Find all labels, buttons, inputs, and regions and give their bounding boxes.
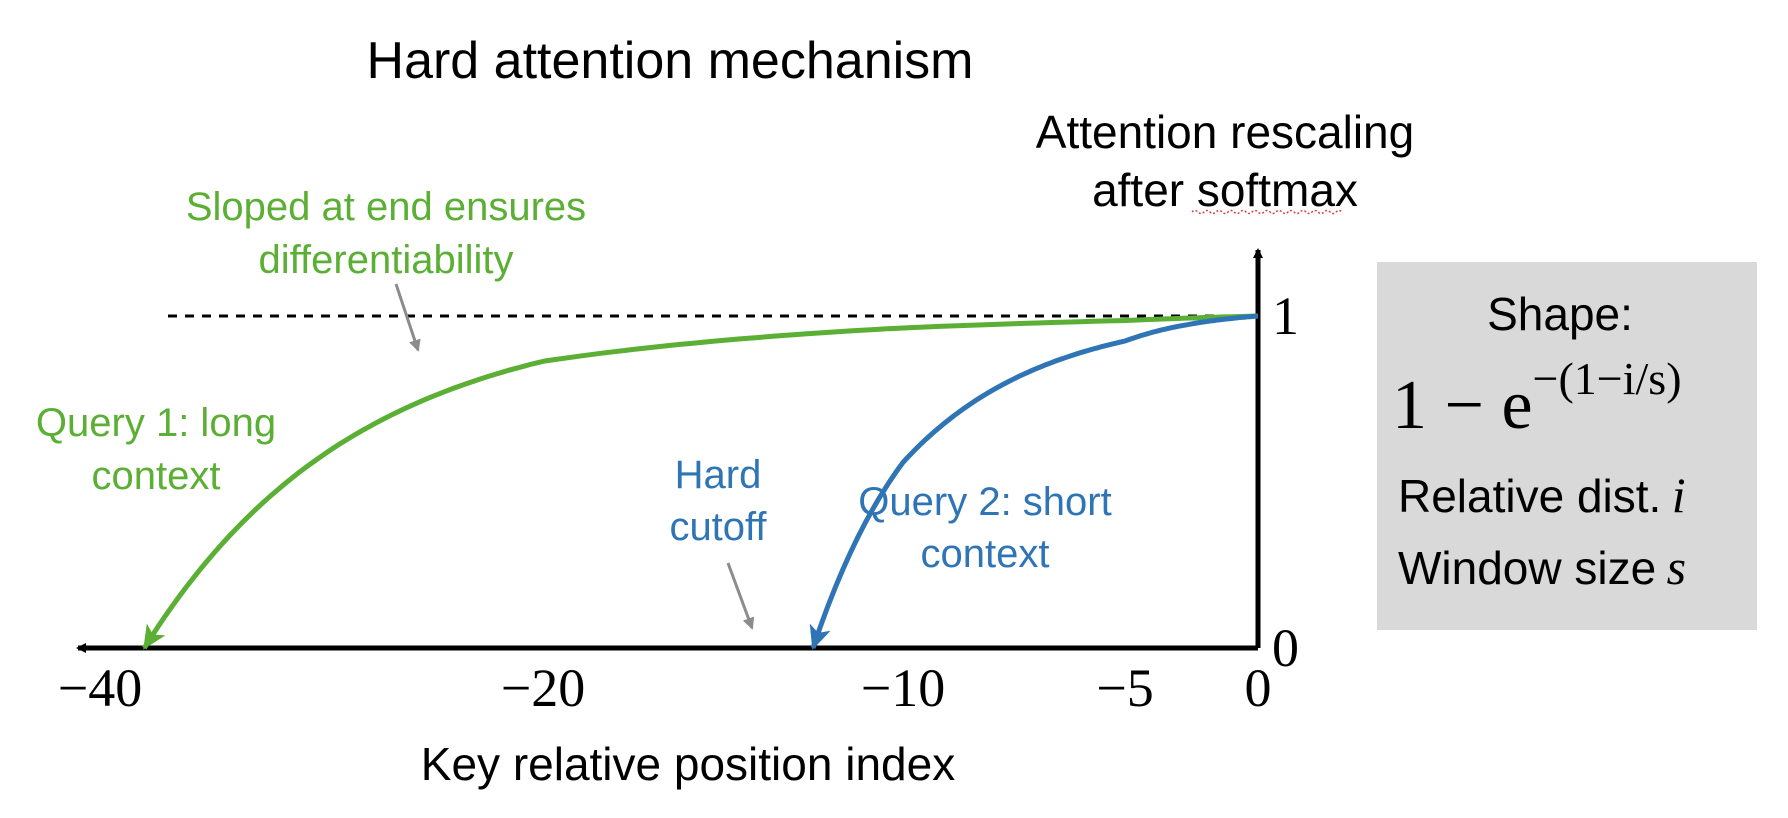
formula-var1: Relative dist. i (1398, 467, 1686, 523)
annotation-sloped-line1: Sloped at end ensures (186, 185, 586, 229)
formula-expression: 1 − e−(1−i/s) (1392, 353, 1682, 444)
x-tick-label: −10 (861, 658, 945, 718)
annotation-query1-line2: context (92, 454, 221, 498)
formula-heading: Shape: (1487, 288, 1633, 340)
formula-base: 1 − e (1392, 367, 1533, 444)
formula-box: Shape: 1 − e−(1−i/s) Relative dist. i Wi… (1377, 262, 1757, 630)
formula-var1-label: Relative dist. (1398, 470, 1661, 522)
formula-exponent: −(1−i/s) (1533, 353, 1682, 404)
series-query2-curve (809, 313, 1259, 650)
annotation-hard-cutoff-line1: Hard (675, 453, 762, 497)
formula-var1-symbol: i (1672, 467, 1686, 523)
x-tick-label: −5 (1096, 658, 1153, 718)
x-axis-label: Key relative position index (421, 738, 955, 790)
y-tick-label: 0 (1272, 618, 1299, 678)
annotation-hard-cutoff-line2: cutoff (669, 505, 767, 549)
annotation-sloped-arrow (394, 283, 421, 352)
annotation-hard-cutoff-arrow (726, 562, 755, 630)
series-query1-curve (142, 313, 1259, 650)
x-tick-label: −20 (501, 658, 585, 718)
y-axis-label-line2: after softmax (1092, 164, 1358, 216)
x-tick-label: −40 (58, 658, 142, 718)
y-tick-label: 1 (1272, 286, 1299, 346)
annotation-query2-line1: Query 2: short (858, 480, 1111, 524)
formula-box-background (1377, 262, 1757, 630)
annotation-query2-line2: context (921, 532, 1050, 576)
y-tick-labels: 10 (1272, 286, 1299, 678)
x-tick-labels: −40 −20 −10 −5 0 (58, 658, 1272, 718)
annotation-sloped-line2: differentiability (259, 238, 514, 282)
formula-var2-label: Window size (1398, 542, 1656, 594)
x-tick-label: 0 (1245, 658, 1272, 718)
formula-var2-symbol: s (1667, 539, 1686, 595)
annotation-query1-line1: Query 1: long (36, 401, 276, 445)
y-axis-label-line1: Attention rescaling (1036, 106, 1414, 158)
diagram-title: Hard attention mechanism (367, 32, 974, 90)
formula-var2: Window size s (1398, 539, 1686, 595)
spellcheck-underline (1191, 209, 1343, 215)
